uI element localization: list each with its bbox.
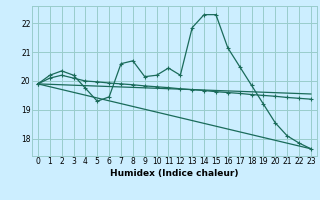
X-axis label: Humidex (Indice chaleur): Humidex (Indice chaleur) bbox=[110, 169, 239, 178]
